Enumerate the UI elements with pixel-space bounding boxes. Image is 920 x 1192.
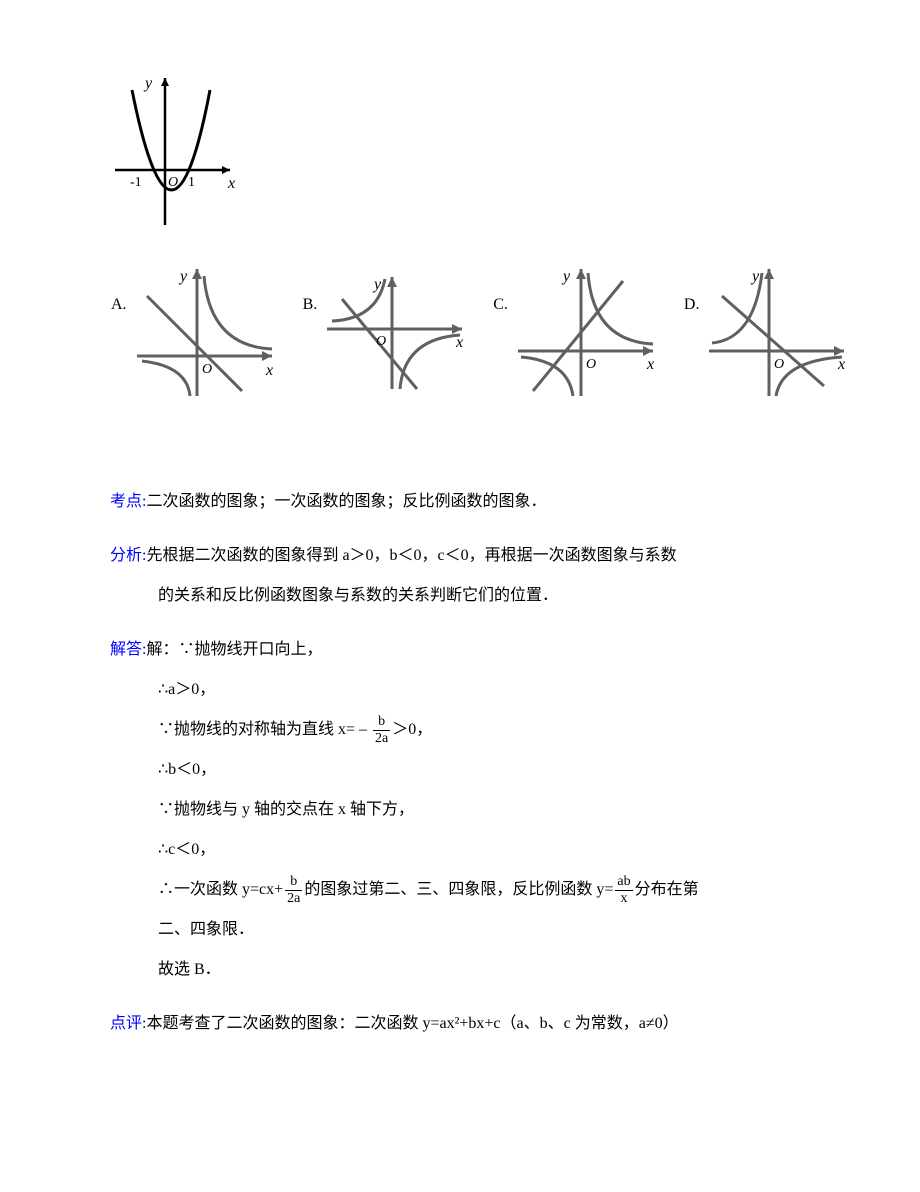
dianping-section: 点评:本题考查了二次函数的图象：二次函数 y=ax²+bx+c（a、b、c 为常… — [110, 1004, 810, 1044]
kaodian-label: 考点: — [110, 493, 146, 510]
svg-text:y: y — [178, 268, 188, 285]
jieda-l3a: ∵抛物线的对称轴为直线 x= – — [158, 721, 367, 738]
fenxi-line1: 先根据二次函数的图象得到 a＞0，b＜0，c＜0，再根据一次函数图象与系数 — [146, 547, 676, 564]
x-axis-label: x — [227, 175, 235, 192]
svg-text:O: O — [376, 334, 386, 349]
jieda-l7b: 的图象过第二、三、四象限，反比例函数 y= — [304, 881, 613, 898]
option-a-label: A. — [110, 260, 131, 402]
kaodian-section: 考点:二次函数的图象；一次函数的图象；反比例函数的图象． — [110, 482, 810, 522]
tick-1: 1 — [188, 175, 195, 190]
svg-text:x: x — [646, 356, 654, 373]
question-parabola-figure: y x O -1 1 — [110, 70, 810, 230]
jieda-l3b: ＞0， — [392, 721, 432, 738]
dianping-text: 本题考查了二次函数的图象：二次函数 y=ax²+bx+c（a、b、c 为常数，a… — [146, 1015, 678, 1032]
svg-text:y: y — [372, 276, 382, 293]
svg-text:y: y — [750, 268, 760, 285]
option-d-label: D. — [683, 260, 704, 402]
jieda-l2: ∴a＞0， — [110, 670, 810, 710]
svg-text:O: O — [202, 362, 212, 377]
fraction-ab-over-x: ab x — [615, 874, 632, 906]
jieda-l9: 故选 B． — [110, 950, 810, 990]
jieda-l8: 二、四象限． — [110, 910, 810, 950]
option-d-figure: y x O — [704, 261, 854, 401]
jieda-l6: ∴c＜0， — [110, 830, 810, 870]
svg-text:x: x — [837, 356, 845, 373]
jieda-label: 解答: — [110, 641, 146, 658]
jieda-l4: ∴b＜0， — [110, 750, 810, 790]
fenxi-section: 分析:先根据二次函数的图象得到 a＞0，b＜0，c＜0，再根据一次函数图象与系数… — [110, 536, 810, 616]
option-b-label: B. — [302, 260, 322, 402]
option-c-figure: y x O — [513, 261, 663, 401]
svg-text:x: x — [455, 334, 463, 351]
fraction-b-over-2a-2: b 2a — [285, 874, 302, 906]
kaodian-text: 二次函数的图象；一次函数的图象；反比例函数的图象． — [146, 493, 546, 510]
fraction-b-over-2a: b 2a — [373, 714, 390, 746]
option-b-figure: y x O — [322, 269, 472, 394]
option-c-label: C. — [492, 260, 512, 402]
svg-text:y: y — [561, 268, 571, 285]
fenxi-line2: 的关系和反比例函数图象与系数的关系判断它们的位置． — [110, 576, 810, 616]
jieda-l1: 解：∵抛物线开口向上， — [146, 641, 322, 658]
tick-neg1: -1 — [130, 175, 142, 190]
svg-text:O: O — [774, 357, 784, 372]
fenxi-label: 分析: — [110, 547, 146, 564]
y-axis-label: y — [143, 75, 153, 92]
jieda-l7c: 分布在第 — [635, 881, 699, 898]
origin-label: O — [168, 175, 178, 190]
dianping-label: 点评: — [110, 1015, 146, 1032]
jieda-l5: ∵抛物线与 y 轴的交点在 x 轴下方， — [110, 790, 810, 830]
svg-text:O: O — [586, 357, 596, 372]
option-a-figure: y x O — [132, 261, 282, 401]
parabola-svg: y x O -1 1 — [110, 70, 240, 230]
answer-options-row: A. y — [110, 260, 810, 402]
jieda-section: 解答:解：∵抛物线开口向上， ∴a＞0， ∵抛物线的对称轴为直线 x= – b … — [110, 630, 810, 990]
jieda-l7a: ∴一次函数 y=cx+ — [158, 881, 283, 898]
svg-text:x: x — [265, 362, 273, 379]
